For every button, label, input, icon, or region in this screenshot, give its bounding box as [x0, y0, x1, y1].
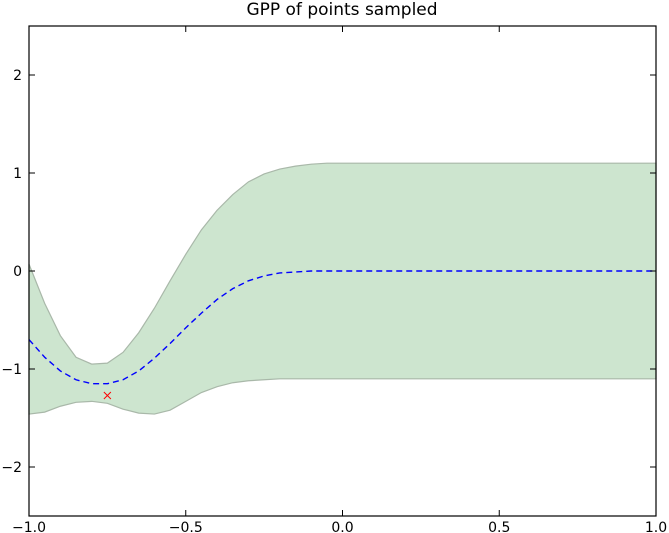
y-tick-label: −2 — [1, 460, 22, 476]
y-tick-label: 2 — [13, 68, 22, 84]
x-tick-label: −0.5 — [169, 520, 203, 533]
y-tick-label: 0 — [13, 264, 22, 280]
plot-area — [28, 162, 657, 415]
axes: −1.0 −0.5 0.0 0.5 1.0 −2 −1 0 1 2 — [1, 25, 667, 533]
y-tick-label: −1 — [1, 362, 22, 378]
x-tick-label: −1.0 — [12, 520, 46, 533]
y-tick-label: 1 — [13, 166, 22, 182]
mean-line-0 — [28, 270, 656, 385]
x-tick-label: 0.0 — [331, 520, 353, 533]
sample-point-0 — [103, 391, 112, 400]
x-tick-label: 1.0 — [645, 520, 667, 533]
confidence-band — [28, 162, 657, 415]
x-tick-label: 0.5 — [488, 520, 510, 533]
chart-title: GPP of points sampled — [246, 0, 437, 20]
